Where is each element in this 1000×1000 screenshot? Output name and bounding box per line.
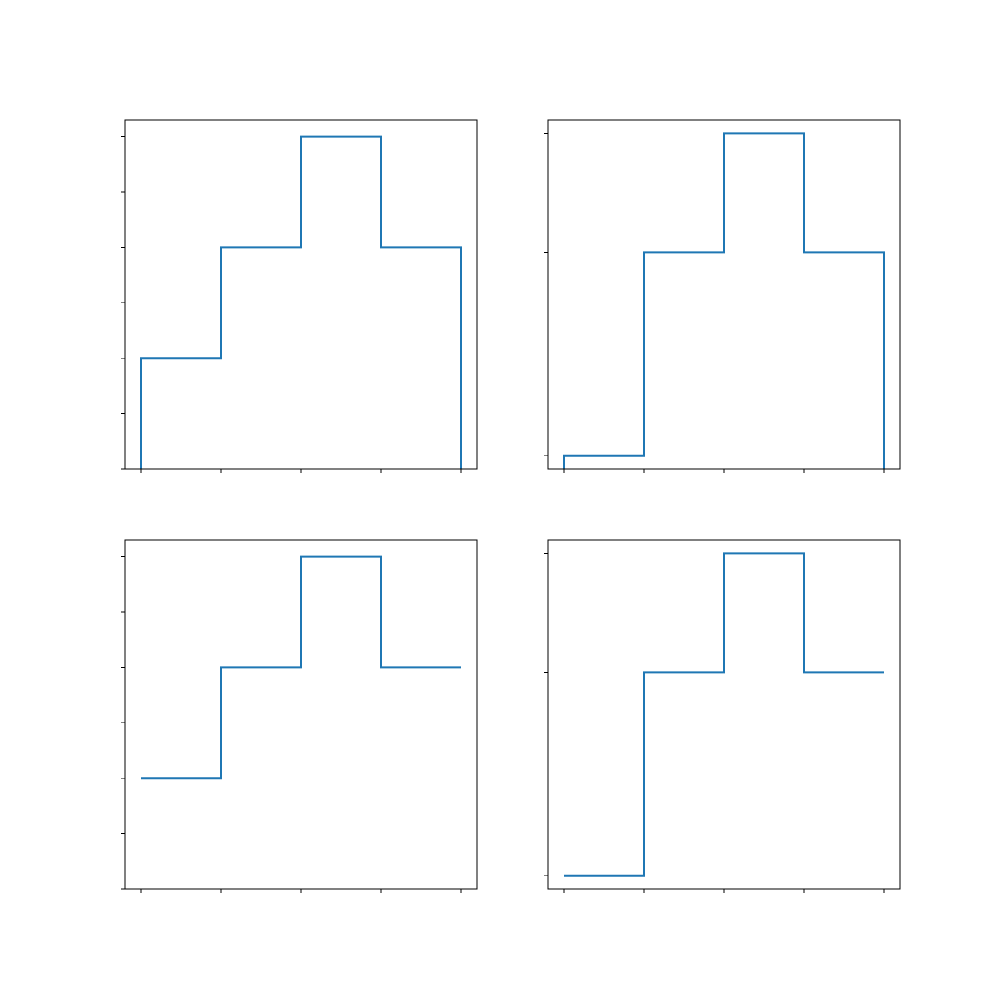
axes-frame — [124, 119, 478, 470]
subplot-bottom-left — [121, 539, 478, 893]
axes-frame — [124, 539, 478, 890]
axes-frame — [547, 119, 901, 470]
subplot-top-left — [121, 119, 478, 473]
stairs-series-line — [140, 135, 462, 469]
stairs-series-line — [563, 132, 885, 469]
stairs-series-line — [141, 555, 461, 780]
subplot-top-right — [544, 119, 901, 473]
stairs-series-line — [564, 552, 884, 877]
subplot-bottom-right — [544, 539, 901, 893]
axes-frame — [547, 539, 901, 890]
